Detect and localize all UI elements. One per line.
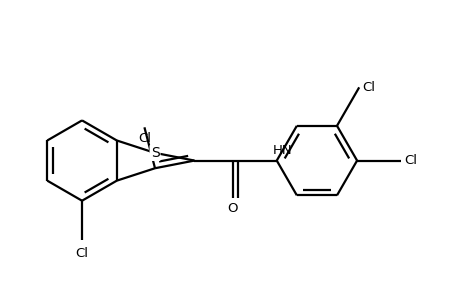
Text: Cl: Cl [362,81,375,94]
Text: HN: HN [272,144,292,158]
Text: Cl: Cl [138,131,151,145]
Text: O: O [227,202,237,215]
Text: Cl: Cl [404,154,417,167]
Text: Cl: Cl [75,247,88,260]
Text: S: S [150,146,159,160]
